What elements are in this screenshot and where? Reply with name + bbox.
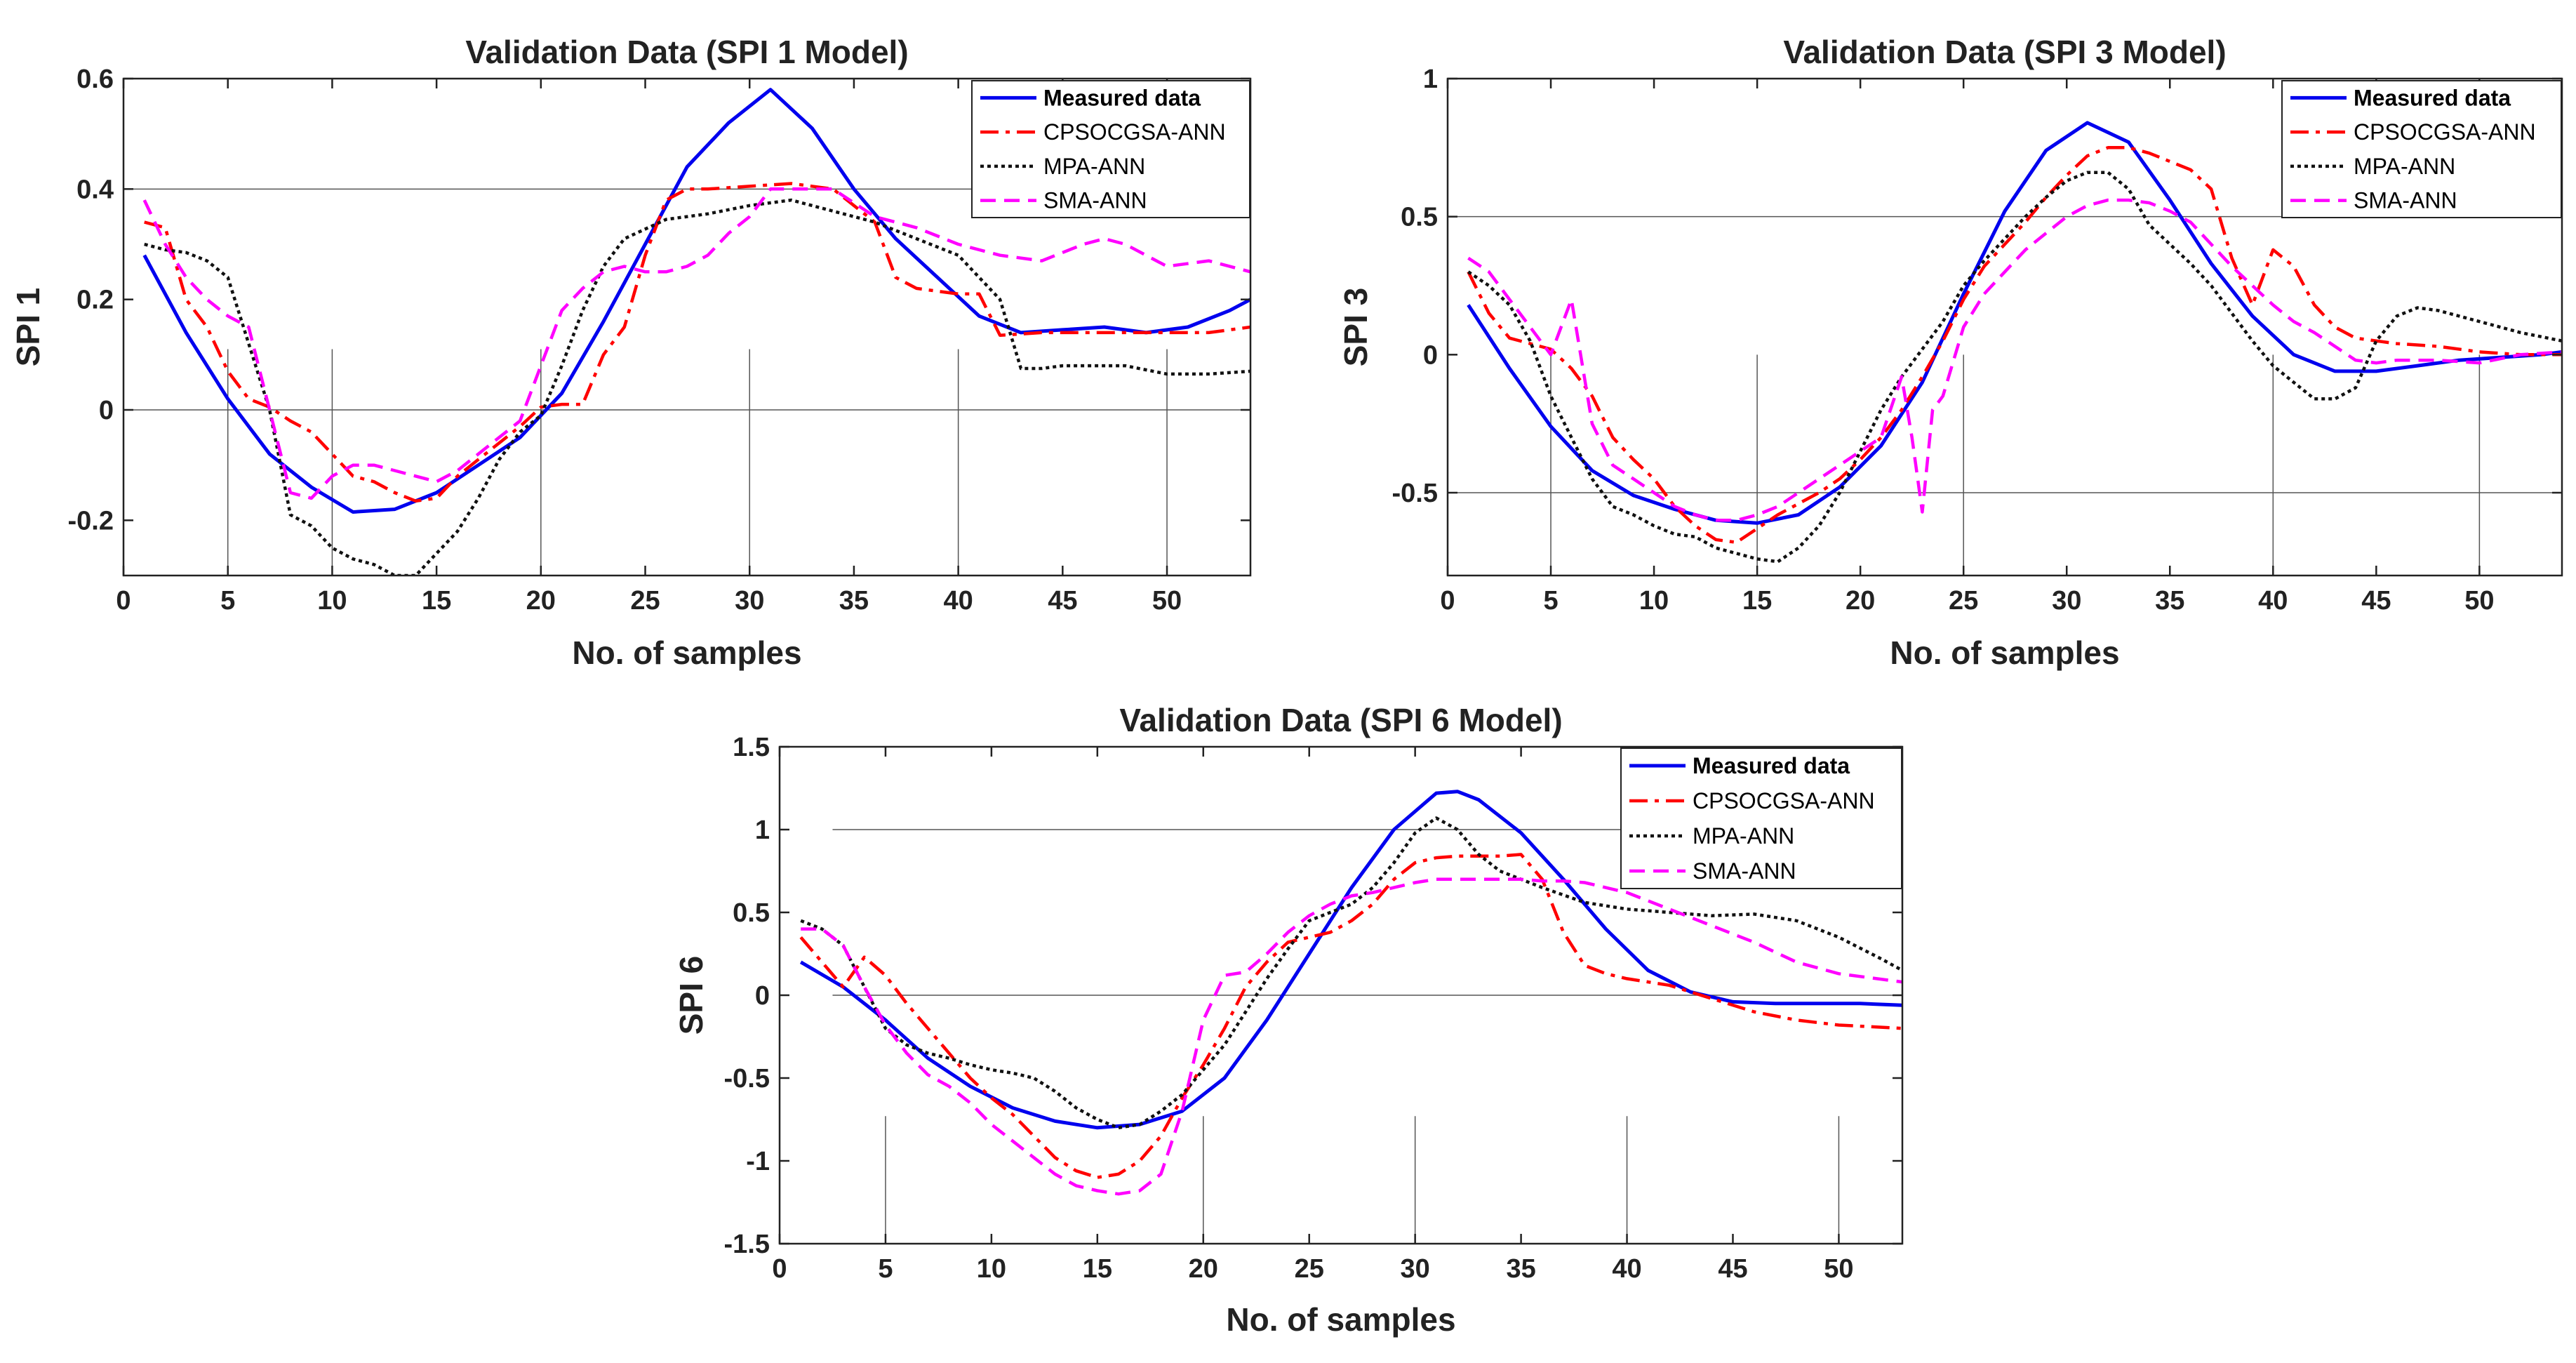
x-tick-label: 35 [2155, 586, 2184, 616]
series-line-sma-ann [1467, 198, 2562, 522]
y-axis-label: SPI 3 [1337, 288, 1374, 367]
x-tick-label: 15 [422, 586, 451, 616]
y-tick-label: 1 [755, 816, 770, 845]
y-tick-label: 1.5 [733, 733, 770, 762]
legend-label: CPSOCGSA-ANN [1693, 788, 1875, 813]
plot-frame [122, 77, 1252, 577]
y-tick-label: -0.5 [724, 1064, 770, 1093]
x-tick-label: 45 [1718, 1254, 1747, 1284]
x-tick-label: 40 [2258, 586, 2288, 616]
legend-label: SMA-ANN [1693, 858, 1796, 884]
x-tick-label: 20 [526, 586, 556, 616]
y-tick-label: 0 [755, 981, 770, 1011]
legend-label: CPSOCGSA-ANN [1043, 119, 1226, 145]
y-tick-label: -0.2 [68, 506, 114, 536]
y-tick-label: -1 [746, 1147, 770, 1176]
series-line-mpa-ann [144, 198, 1250, 576]
x-tick-label: 20 [1189, 1254, 1218, 1284]
chart-title: Validation Data (SPI 1 Model) [465, 34, 908, 70]
x-tick-label: 45 [2361, 586, 2391, 616]
series-line-mpa-ann [1467, 171, 2562, 564]
y-tick-label: 0 [1423, 340, 1438, 370]
series-line-measured-data [142, 88, 1250, 514]
x-tick-label: 15 [1083, 1254, 1112, 1284]
y-axis-label: SPI 1 [10, 288, 46, 367]
x-tick-label: 30 [735, 586, 764, 616]
x-tick-label: 5 [1543, 586, 1558, 616]
series-line-sma-ann [142, 187, 1250, 500]
y-tick-label: -0.5 [1392, 479, 1438, 508]
series-line-measured-data [799, 790, 1902, 1130]
legend-label: MPA-ANN [1693, 823, 1794, 849]
x-tick-label: 25 [630, 586, 660, 616]
x-tick-label: 20 [1846, 586, 1875, 616]
legend-label: Measured data [2354, 85, 2511, 110]
x-tick-label: 10 [977, 1254, 1006, 1284]
x-tick-label: 30 [2052, 586, 2081, 616]
y-tick-label: 0.5 [733, 898, 770, 928]
chart-spi1: 0 5 10 15 20 25 30 35 40 45 50 -0.2 0 0.2 0.4 0.6 Valida… [10, 34, 1252, 671]
legend-label: Measured data [1693, 753, 1850, 778]
series-line-sma-ann [801, 877, 1902, 1196]
x-tick-label: 5 [878, 1254, 893, 1284]
legend-label: Measured data [1043, 85, 1201, 110]
x-axis-label: No. of samples [1226, 1301, 1455, 1338]
x-tick-label: 5 [220, 586, 235, 616]
series-line-cpsocgsa-ann [799, 853, 1902, 1179]
x-tick-label: 50 [1824, 1254, 1853, 1284]
x-tick-label: 25 [1295, 1254, 1324, 1284]
y-tick-label: 0.5 [1401, 203, 1438, 232]
legend-label: MPA-ANN [2354, 154, 2455, 179]
x-tick-label: 15 [1742, 586, 1772, 616]
legend-box [1620, 747, 1902, 889]
x-tick-label: 10 [317, 586, 347, 616]
x-tick-label: 0 [1440, 586, 1455, 616]
plot-frame [1446, 77, 2563, 577]
x-tick-label: 30 [1401, 1254, 1430, 1284]
legend-box [2281, 80, 2562, 218]
legend-label: CPSOCGSA-ANN [2354, 119, 2536, 145]
x-tick-label: 0 [116, 586, 131, 616]
x-tick-label: 10 [1639, 586, 1669, 616]
legend-label: SMA-ANN [1043, 188, 1147, 213]
y-axis-label: SPI 6 [673, 956, 709, 1035]
x-tick-label: 50 [1152, 586, 1182, 616]
legend-label: MPA-ANN [1043, 154, 1145, 179]
chart-spi6: 0 5 10 15 20 25 30 35 40 45 50 -1.5 -1 -0.5 0 0.5 1 1.5 Va… [673, 702, 1904, 1338]
y-tick-label: 0.4 [76, 175, 114, 204]
chart-title: Validation Data (SPI 3 Model) [1783, 34, 2226, 70]
legend-box [971, 80, 1250, 218]
x-tick-label: 50 [2464, 586, 2494, 616]
x-axis-label: No. of samples [572, 634, 801, 671]
chart-title: Validation Data (SPI 6 Model) [1119, 702, 1562, 738]
x-tick-label: 35 [1506, 1254, 1535, 1284]
x-axis-label: No. of samples [1890, 634, 2119, 671]
y-tick-label: 0.6 [76, 65, 114, 94]
y-tick-label: -1.5 [724, 1230, 770, 1259]
x-tick-label: 45 [1048, 586, 1077, 616]
chart-spi3: 0 5 10 15 20 25 30 35 40 45 50 -0.5 0 0.5 1 Validation … [1337, 34, 2563, 671]
x-tick-label: 40 [1612, 1254, 1641, 1284]
y-tick-label: 1 [1423, 65, 1438, 94]
x-tick-label: 25 [1949, 586, 1978, 616]
series-line-cpsocgsa-ann [1467, 146, 2562, 545]
x-tick-label: 35 [839, 586, 869, 616]
x-tick-label: 40 [943, 586, 973, 616]
y-tick-label: 0 [99, 396, 114, 425]
series-line-cpsocgsa-ann [144, 182, 1250, 503]
legend-label: SMA-ANN [2354, 188, 2457, 213]
x-tick-label: 0 [772, 1254, 787, 1284]
y-tick-label: 0.2 [76, 286, 114, 315]
series-line-measured-data [1467, 121, 2562, 525]
